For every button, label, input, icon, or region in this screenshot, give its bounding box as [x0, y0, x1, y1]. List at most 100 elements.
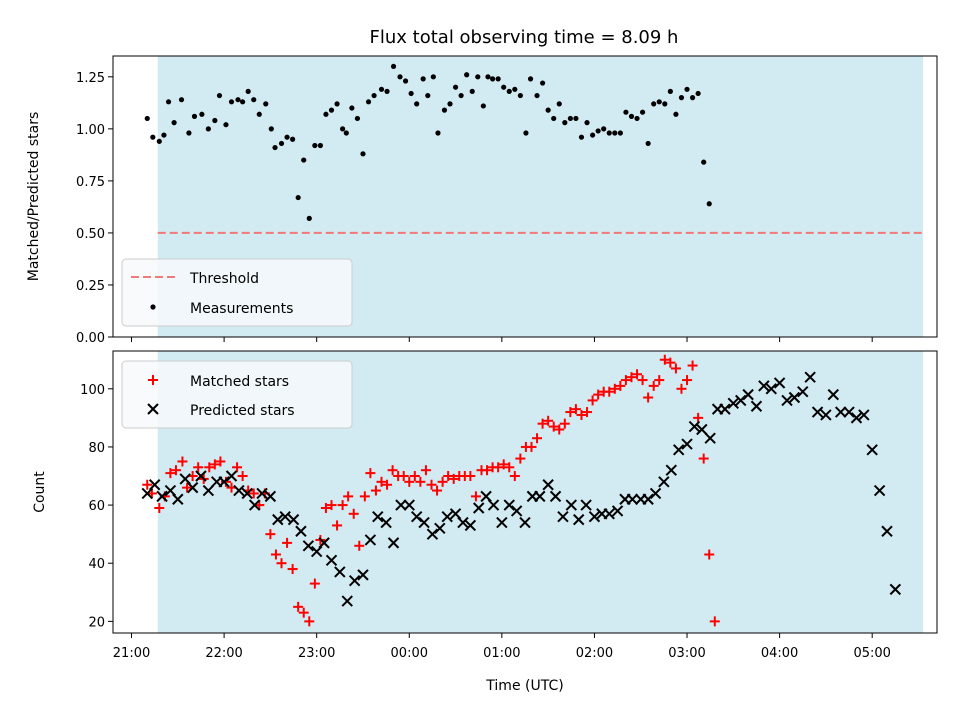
measurement-point — [527, 76, 534, 82]
measurement-point — [360, 151, 366, 157]
predicted-star-point — [672, 444, 685, 456]
measurement-point — [523, 130, 529, 136]
predicted-star-point — [218, 476, 230, 488]
cross-b — [395, 499, 407, 511]
measurement-point — [512, 86, 518, 92]
predicted-star-point — [241, 487, 253, 500]
predicted-star-point — [665, 464, 677, 476]
legend-predicted-label: Predicted stars — [190, 403, 295, 419]
matched-star-point — [204, 462, 215, 473]
predicted-star-point — [395, 499, 407, 511]
predicted-star-point — [889, 583, 902, 596]
predicted-star-point — [688, 420, 701, 433]
predicted-star-point — [496, 516, 508, 529]
measurement-point — [662, 101, 668, 107]
cross-b — [758, 380, 770, 392]
matched-star-point — [570, 404, 581, 415]
matched-star-point — [659, 354, 670, 365]
matched-star-point — [576, 409, 587, 420]
predicted-star-point — [172, 493, 184, 505]
y-tick-label: 20 — [88, 615, 105, 630]
measurement-point — [556, 101, 562, 107]
measurement-point — [706, 201, 712, 207]
predicted-star-point — [418, 516, 430, 529]
cross-b — [295, 525, 307, 537]
predicted-star-point — [804, 371, 816, 383]
cross-b — [788, 391, 801, 404]
measurement-point — [349, 105, 355, 111]
measurement-point — [689, 95, 696, 101]
measurement-point — [408, 90, 414, 97]
cross-b — [164, 484, 177, 497]
matched-star-point — [420, 465, 431, 476]
matched-star-point — [509, 471, 520, 482]
predicted-star-point — [557, 511, 569, 523]
predicted-star-point — [727, 397, 740, 410]
measurement-point — [589, 132, 596, 138]
cross-b — [881, 525, 893, 537]
bottom-legend: Matched stars Predicted stars — [121, 360, 353, 429]
measurement-point — [562, 120, 568, 126]
legend-matched-label: Matched stars — [190, 374, 289, 390]
cross-b — [866, 444, 878, 456]
cross-b — [156, 490, 168, 503]
measurement-point — [328, 107, 335, 113]
y-tick-label: 1.25 — [76, 71, 105, 86]
measurement-point — [212, 117, 218, 124]
legend-measurements-label: Measurements — [190, 301, 293, 317]
matched-star-point — [309, 578, 320, 589]
matched-star-point — [493, 462, 504, 473]
cross-b — [557, 511, 569, 523]
matched-star-point — [609, 383, 620, 394]
cross-b — [850, 412, 863, 424]
measurement-point — [545, 107, 551, 113]
matched-star-point — [232, 462, 243, 473]
cross-b — [672, 444, 685, 456]
cross-b — [742, 388, 754, 401]
cross-b — [658, 476, 670, 488]
matched-star-point — [304, 616, 315, 627]
measurement-point — [191, 113, 198, 119]
measurement-point — [458, 92, 464, 99]
measurement-point — [340, 126, 346, 132]
x-tick-label: 04:00 — [761, 646, 798, 661]
cross-b — [441, 511, 453, 523]
y-tick-label: 60 — [88, 499, 105, 514]
cross-b — [372, 511, 384, 523]
cross-b — [147, 403, 159, 415]
y-tick-label: 0.00 — [76, 331, 105, 346]
measurement-point — [684, 86, 690, 92]
measurement-point — [539, 80, 546, 86]
measurement-point — [506, 88, 512, 94]
predicted-star-point — [580, 499, 592, 511]
cross-b — [820, 409, 832, 421]
matched-star-point — [620, 375, 631, 386]
predicted-star-point — [742, 388, 754, 401]
predicted-star-point — [696, 423, 708, 436]
predicted-star-point — [426, 528, 439, 540]
measurement-point — [452, 84, 459, 90]
predicted-star-point — [341, 595, 353, 607]
predicted-star-point — [279, 511, 291, 523]
matched-star-point — [632, 369, 643, 380]
matched-star-point — [165, 468, 176, 479]
cross-b — [279, 511, 291, 523]
cross-b — [649, 487, 662, 500]
measurement-point — [228, 99, 235, 105]
measurement-point — [365, 99, 372, 105]
matched-star-point — [709, 616, 720, 627]
matched-star-point — [343, 491, 354, 502]
measurement-point — [701, 159, 707, 165]
cross-b — [410, 511, 423, 523]
measurement-point — [420, 76, 426, 82]
matched-star-point — [282, 537, 293, 548]
matched-star-point — [426, 479, 437, 490]
matched-star-point — [142, 479, 153, 490]
matched-star-point — [398, 471, 409, 482]
predicted-star-point — [457, 516, 469, 529]
matched-star-point — [654, 375, 665, 386]
measurement-point — [317, 142, 323, 149]
cross-b — [510, 505, 523, 517]
matched-star-point — [687, 360, 698, 371]
